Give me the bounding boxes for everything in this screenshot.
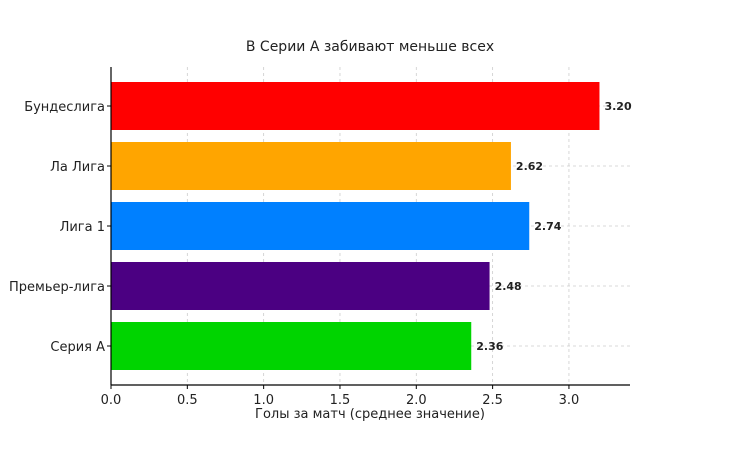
x-ticks: 0.0 0.5 1.0 1.5 2.0 2.5 3.0	[101, 105, 580, 408]
x-tick-label: 2.0	[406, 393, 427, 408]
chart-title: В Серии А забивают меньше всех	[246, 39, 494, 55]
category-labels: Бундеслига Ла Лига Лига 1 Премьер-лига Серия…	[9, 100, 105, 355]
value-labels: 3.20 2.62 2.74 2.48 2.36	[476, 100, 632, 353]
bar	[111, 262, 490, 310]
x-tick-label: 1.5	[330, 393, 351, 408]
x-tick-label: 0.5	[177, 393, 198, 408]
x-tick-label: 0.0	[101, 393, 122, 408]
bar	[111, 202, 530, 250]
value-label: 2.48	[495, 280, 522, 293]
value-label: 2.36	[476, 340, 503, 353]
bars	[111, 82, 600, 370]
value-label: 2.74	[534, 220, 561, 233]
x-tick-label: 1.0	[253, 393, 274, 408]
category-label: Бундеслига	[24, 100, 105, 115]
value-label: 3.20	[604, 100, 631, 113]
bar	[111, 322, 472, 370]
category-label: Премьер-лига	[9, 280, 105, 295]
category-label: Серия А	[50, 340, 105, 355]
category-label: Лига 1	[60, 220, 105, 235]
x-tick-label: 2.5	[482, 393, 503, 408]
value-label: 2.62	[516, 160, 543, 173]
category-label: Ла Лига	[50, 160, 105, 175]
x-tick-label: 3.0	[559, 393, 580, 408]
x-axis-label: Голы за матч (среднее значение)	[255, 407, 485, 422]
bar	[111, 82, 600, 130]
bar	[111, 142, 511, 190]
